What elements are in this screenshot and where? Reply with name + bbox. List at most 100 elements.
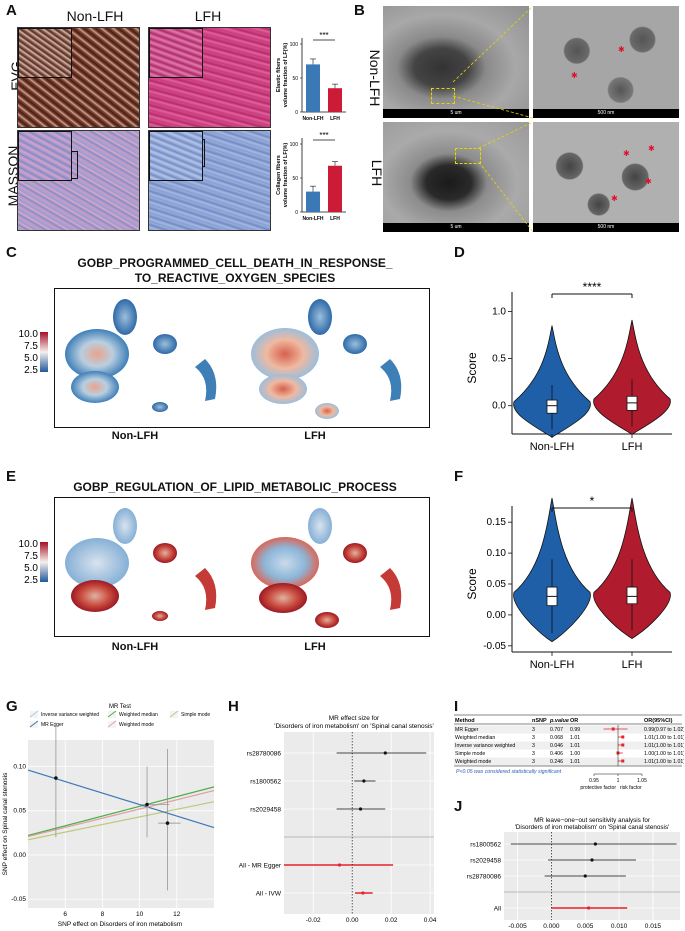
collagen-ylabel-2: volume fraction of LF(%) [283, 143, 289, 208]
panel-e-umap-frame [54, 497, 430, 637]
panel-i-header-4: OR(95%CI) [644, 718, 673, 724]
panel-h-row-label-3: All - MR Egger [239, 863, 282, 870]
panel-e-cb-2: 2.5 [24, 575, 38, 586]
panel-h-row-label-4: All - IVW [256, 891, 282, 898]
masson-lfh-image [148, 130, 271, 231]
elastic-xlabel-lfh: LFH [330, 116, 340, 122]
panel-i-cell-0-1: 3 [532, 727, 535, 733]
panel-g-line-4 [27, 789, 215, 838]
evg-lfh-image [148, 27, 271, 128]
panel-e-cb-7: 7.5 [24, 551, 38, 562]
panel-g-legend-swatch-2 [169, 710, 179, 718]
tem-connector-lines: ✱ ✱ ✱ ✱ ✱ ✱ [452, 6, 655, 233]
elastic-bar-1 [328, 88, 342, 112]
umap-e-lfh-arm [380, 568, 402, 610]
violin-f-ytick-label-3: 0.00 [487, 610, 507, 621]
umap-e-lfh-bottom [259, 583, 307, 613]
elastic-ylabel-1: Elastic fibers [276, 58, 282, 92]
panel-g-legend-label-2: Simple mode [181, 712, 210, 718]
panel-i-est-4 [621, 759, 625, 763]
panel-i-cell-2-3: 1.01 [570, 743, 580, 749]
collagen-ytick-label-0: 0 [295, 210, 298, 216]
panel-i-cell-3-0: Simple mode [455, 751, 485, 757]
panel-g-ytick-2: 0.00 [13, 852, 26, 859]
violin-d-sig-label: **** [583, 280, 602, 294]
panel-h-estimate-3 [337, 863, 342, 867]
panel-i-xtick-label-1: 1 [617, 778, 620, 784]
panel-f-violin: Score 0.15 0.10 0.05 0.00 -0.05 Non-LFH LFH * [465, 494, 672, 671]
panel-d-violin: Score 1.0 0.5 0.0 Non-LFH LFH **** [465, 280, 672, 453]
panel-i-xtick-label-2: 1.05 [637, 778, 647, 784]
panel-i-cell-3-1: 3 [532, 751, 535, 757]
collagen-ylabel-1: Collagen fibers [276, 155, 282, 195]
panel-c-cb-2: 2.5 [24, 365, 38, 376]
panel-i-cell-1-4: 1.01(1.00 to 1.01) [644, 735, 684, 741]
panel-j-row-label-3: All [494, 906, 502, 913]
collagen-xlabel-lfh: LFH [330, 216, 340, 222]
elastic-ytick-label-1: 50 [292, 76, 298, 82]
panel-g-legend-title: MR Test [109, 704, 131, 710]
panel-i-axis-left: protective factor [580, 785, 616, 791]
violin-f-box-1 [626, 586, 638, 605]
panel-i-cell-1-0: Weighted median [455, 735, 495, 741]
panel-c-colorbar-rect [40, 332, 48, 372]
umap-e-nonlfh-side [153, 543, 177, 563]
panel-j-row-label-1: rs2029458 [470, 858, 501, 865]
panel-i-cell-0-4: 0.99(0.97 to 1.02) [644, 727, 684, 733]
panel-j-xtick-3: 0.010 [611, 923, 628, 930]
umap-e-nonlfh-top [113, 508, 137, 544]
panel-g-ylabel: SNP effect on Spinal canal stenosis [2, 772, 9, 875]
panel-i-cell-3-2: 0.406 [550, 751, 563, 757]
panel-e-colorbar-rect [40, 542, 48, 582]
panel-c-cb-5: 5.0 [24, 353, 38, 364]
panel-g-scatter: MR Test Inverse variance weighted Weighte… [2, 704, 215, 928]
panel-g-xtick-1: 8 [101, 911, 105, 918]
panel-g-legend-swatch-3 [29, 720, 39, 728]
panel-h-forest: MR effect size for 'Disorders of iron me… [239, 715, 437, 924]
evg-nonlfh-inset [18, 28, 72, 78]
panel-i-note: P<0.05 was considered statistically sign… [456, 769, 562, 775]
panel-g-legend-label-3: MR Egger [41, 722, 64, 728]
umap-c-lfh-top [308, 299, 332, 335]
panel-h-estimate-0 [383, 751, 387, 755]
panel-i-est-0 [611, 727, 615, 731]
panel-h-estimate-2 [358, 807, 363, 811]
panel-c-title-2: TO_REACTIVE_OXYGEN_SPECIES [134, 271, 336, 285]
umap-e-nonlfh-small [152, 611, 168, 621]
panel-h-xtick-2: 0.02 [385, 917, 398, 924]
panel-i-cell-4-3: 1.01 [570, 759, 580, 765]
panel-i-cell-2-2: 0.046 [550, 743, 563, 749]
panel-letter-i: I [454, 698, 459, 715]
panel-i-cell-4-2: 0.246 [550, 759, 563, 765]
tem-nonlfh-scale-left: 5 um [383, 109, 529, 118]
panel-i-cell-3-3: 1.00 [570, 751, 580, 757]
panel-g-point-2 [165, 821, 170, 825]
panel-c-title-1: GOBP_PROGRAMMED_CELL_DEATH_IN_RESPONSE_ [77, 256, 393, 270]
violin-f-ytick-label-2: 0.05 [487, 579, 507, 590]
panel-j-estimate-3 [587, 906, 591, 910]
evg-nonlfh-image [17, 27, 140, 128]
panel-j-xtick-2: 0.005 [577, 923, 594, 930]
tem-arrow-3: ✱ [623, 149, 630, 158]
panel-c-cb-10: 10.0 [19, 330, 39, 340]
panel-h-xtick-1: 0.00 [346, 917, 359, 924]
panel-i-cell-3-4: 1.00(1.00 to 1.01) [644, 751, 684, 757]
elastic-sig-label: *** [319, 31, 328, 40]
panel-i-cell-1-1: 3 [532, 735, 535, 741]
tem-connector-lfh-bottom [478, 161, 534, 233]
collagen-bar-1 [328, 165, 342, 212]
panel-c-umap-frame [54, 288, 430, 428]
violin-f-xlabel-0: Non-LFH [530, 659, 575, 671]
evg-col-label-nonlfh: Non-LFH [66, 8, 124, 24]
panel-c-umap [65, 299, 402, 419]
violin-d-xlabel-1: LFH [622, 441, 643, 453]
umap-c-nonlfh-small [152, 402, 168, 412]
panel-h-row-label-0: rs28780086 [247, 751, 282, 758]
panel-j-title-2: 'Disorders of iron metabolism' on 'Spina… [515, 824, 670, 831]
panel-c-cb-7: 7.5 [24, 341, 38, 352]
elastic-ylabel-2: volume fraction of LF(%) [283, 43, 289, 108]
panel-i-cell-0-2: 0.707 [550, 727, 563, 733]
panel-j-xtick-4: 0.015 [645, 923, 662, 930]
panel-e-label-lfh: LFH [304, 641, 326, 653]
panel-i-cell-0-3: 0.99 [570, 727, 580, 733]
